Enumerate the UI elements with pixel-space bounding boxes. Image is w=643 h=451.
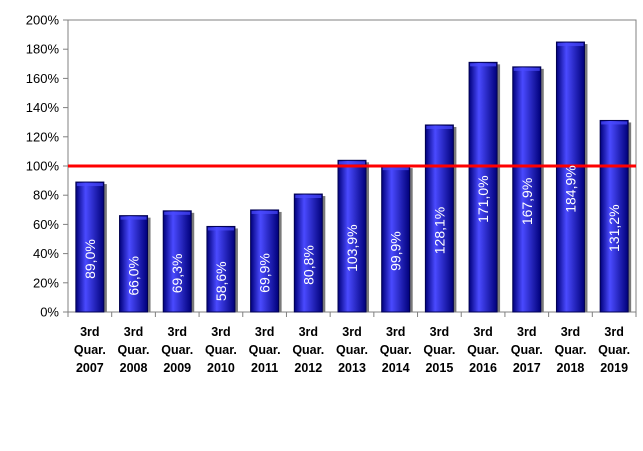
x-tick-label: Quar. [511, 343, 543, 357]
bar-top-highlight [470, 63, 497, 67]
x-tick-label: 2010 [207, 361, 235, 375]
x-tick-label: 3rd [168, 325, 187, 339]
x-tick-label: Quar. [423, 343, 455, 357]
y-tick-label: 60% [33, 217, 59, 232]
bar [293, 193, 323, 313]
bar-top-highlight [164, 211, 191, 215]
x-tick-label: 3rd [604, 325, 623, 339]
bars [75, 41, 632, 313]
data-label: 128,1% [431, 207, 447, 254]
x-tick-label: 3rd [124, 325, 143, 339]
bar-top-highlight [557, 43, 584, 47]
bar [337, 159, 367, 313]
bar-top-highlight [601, 121, 628, 125]
x-tick-label: 3rd [386, 325, 405, 339]
data-label: 69,3% [169, 254, 185, 294]
bar [206, 225, 236, 313]
x-tick-label: Quar. [336, 343, 368, 357]
bar [119, 215, 149, 313]
bar [512, 66, 542, 313]
x-tick-label: Quar. [292, 343, 324, 357]
x-tick-label: 3rd [430, 325, 449, 339]
x-tick-label: 2008 [120, 361, 148, 375]
x-tick-label: 2009 [163, 361, 191, 375]
bar [381, 165, 411, 313]
x-tick-label: 2019 [600, 361, 628, 375]
y-tick-label: 160% [26, 71, 60, 86]
x-tick-label: Quar. [380, 343, 412, 357]
data-label: 69,9% [257, 253, 273, 293]
bar-top-highlight [120, 216, 147, 220]
x-tick-label: 3rd [211, 325, 230, 339]
x-tick-label: Quar. [118, 343, 150, 357]
bar-top-highlight [251, 210, 278, 214]
bar [75, 181, 105, 313]
x-tick-label: 2014 [382, 361, 410, 375]
bar [468, 61, 498, 313]
bar [162, 210, 192, 313]
data-label: 80,8% [300, 245, 316, 285]
bar-top-highlight [76, 183, 103, 187]
x-tick-label: Quar. [249, 343, 281, 357]
x-tick-label: 2011 [251, 361, 278, 375]
data-label: 66,0% [126, 256, 142, 296]
x-tick-label: 2015 [425, 361, 453, 375]
bar [424, 124, 454, 313]
data-label: 58,6% [213, 261, 229, 301]
x-tick-label: 3rd [299, 325, 318, 339]
y-tick-label: 40% [33, 246, 59, 261]
bar-top-highlight [426, 125, 453, 129]
x-tick-label: 3rd [473, 325, 492, 339]
x-tick-label: 3rd [255, 325, 274, 339]
x-tick-label: Quar. [554, 343, 586, 357]
labels: 3rd Quar. 2007 89,0% 3rd Quar. 2008 66,0% 3rd Qua… [74, 165, 630, 375]
bar-top-highlight [207, 227, 234, 231]
x-tick-label: Quar. [161, 343, 193, 357]
data-label: 167,9% [519, 178, 535, 225]
bar [599, 119, 629, 313]
y-tick-label: 140% [26, 100, 60, 115]
x-tick-label: 2007 [76, 361, 104, 375]
data-label: 103,9% [344, 224, 360, 271]
x-tick-label: 2012 [294, 361, 322, 375]
x-tick-label: Quar. [598, 343, 630, 357]
axes: 0% 20% 40% 60% 80% 100% 120% 140% 160% 180% 200% [26, 13, 637, 320]
y-tick-label: 120% [26, 129, 60, 144]
y-tick-label: 200% [26, 13, 60, 28]
x-tick-label: 3rd [342, 325, 361, 339]
bar [250, 209, 280, 313]
x-tick-label: 2017 [513, 361, 541, 375]
bar-top-highlight [382, 167, 409, 171]
data-label: 184,9% [562, 165, 578, 212]
x-tick-label: 2018 [557, 361, 585, 375]
x-tick-label: Quar. [205, 343, 237, 357]
bar [555, 41, 585, 313]
y-tick-label: 20% [33, 275, 59, 290]
data-label: 99,9% [388, 231, 404, 271]
y-tick-label: 180% [26, 42, 60, 57]
x-tick-label: Quar. [467, 343, 499, 357]
x-tick-label: 3rd [80, 325, 99, 339]
x-tick-label: 3rd [561, 325, 580, 339]
x-tick-label: 2013 [338, 361, 366, 375]
x-tick-label: 3rd [517, 325, 536, 339]
x-tick-label: 2016 [469, 361, 497, 375]
y-tick-label: 0% [40, 305, 59, 320]
data-label: 89,0% [82, 239, 98, 279]
data-label: 131,2% [606, 204, 622, 251]
x-tick-label: Quar. [74, 343, 106, 357]
bar-top-highlight [295, 195, 322, 199]
bar-top-highlight [339, 161, 365, 165]
bar-top-highlight [513, 67, 540, 71]
data-label: 171,0% [475, 175, 491, 222]
y-tick-label: 80% [33, 188, 59, 203]
y-tick-label: 100% [26, 159, 60, 174]
